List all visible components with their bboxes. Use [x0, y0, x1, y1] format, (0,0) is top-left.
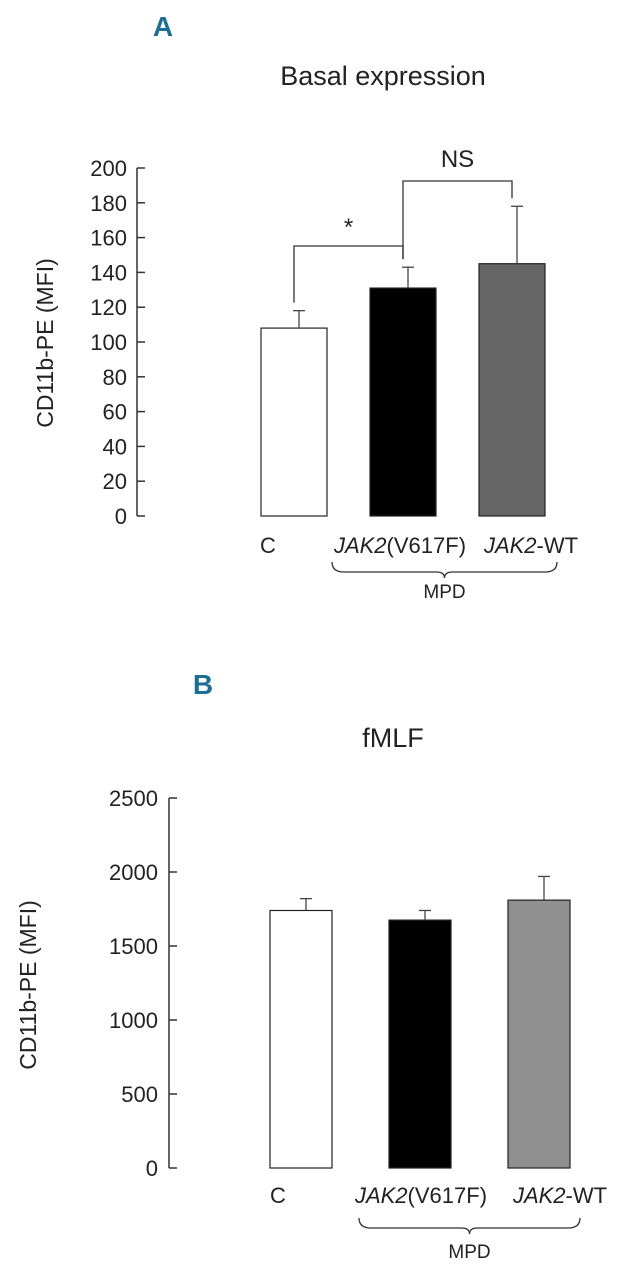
panel-a-significance-label: * — [344, 214, 353, 241]
panel-a-category-label: JAK2(V617F) — [333, 533, 466, 558]
panel-b-group-bracket: MPD — [358, 1217, 581, 1263]
panel-b-bar — [388, 919, 452, 1169]
panel-a-bar — [260, 327, 328, 517]
panel-b-y-tick-label: 0 — [146, 1156, 158, 1181]
panel-b-y-tick-label: 2000 — [109, 860, 158, 885]
panel-b-category-label: JAK2-WT — [512, 1183, 607, 1208]
panel-a-group-label: MPD — [423, 582, 465, 603]
panel-b-bar — [269, 909, 333, 1169]
panel-b-y-tick-label: 500 — [121, 1082, 158, 1107]
panel-a-bar — [369, 287, 437, 517]
panel-b-y-tick-label: 1000 — [109, 1008, 158, 1033]
panel-a: A Basal expression CD11b-PE (MFI) 0 20 40 6… — [32, 11, 578, 603]
panel-a-category-label: C — [260, 533, 276, 558]
panel-a-y-tick-label: 200 — [90, 156, 127, 181]
panel-a-category-label: JAK2-WT — [483, 533, 578, 558]
panel-a-y-tick-label: 160 — [90, 226, 127, 251]
panel-a-significance-bracket — [402, 180, 513, 260]
panel-a-y-tick-label: 40 — [103, 434, 127, 459]
panel-b-category-label: JAK2(V617F) — [354, 1183, 487, 1208]
panel-b-category-text: (V617F) — [408, 1183, 487, 1208]
panel-a-y-tick-label: 20 — [103, 469, 127, 494]
panel-a-bar — [478, 263, 546, 517]
panel-a-category-text: -WT — [537, 533, 579, 558]
panel-b-category-italic: JAK2 — [354, 1183, 408, 1208]
panel-b: B fMLF CD11b-PE (MFI) 0 500 1000 1500 2000 25… — [15, 669, 607, 1263]
panel-b-group-label: MPD — [448, 1242, 490, 1263]
panel-a-y-axis-label: CD11b-PE (MFI) — [32, 258, 58, 428]
panel-a-group-bracket: MPD — [331, 561, 558, 603]
panel-a-letter: A — [153, 11, 173, 42]
panel-a-y-axis: 0 20 40 60 80 100 120 140 160 180 200 — [90, 156, 145, 529]
panel-a-y-tick-label: 180 — [90, 191, 127, 216]
panel-a-y-tick-label: 100 — [90, 330, 127, 355]
panel-b-bar — [507, 899, 571, 1169]
panel-a-category-italic: JAK2 — [483, 533, 537, 558]
panel-a-category-labels: C JAK2(V617F) JAK2-WT — [260, 533, 578, 558]
panel-b-y-tick-label: 2500 — [109, 786, 158, 811]
panel-a-category-text: C — [260, 533, 276, 558]
panel-b-title: fMLF — [362, 723, 424, 753]
panel-b-category-text: -WT — [566, 1183, 608, 1208]
panel-b-category-italic: JAK2 — [512, 1183, 566, 1208]
panel-b-category-text: C — [270, 1183, 286, 1208]
panel-a-significance-label: NS — [441, 146, 474, 173]
panel-b-category-labels: C JAK2(V617F) JAK2-WT — [270, 1183, 607, 1208]
panel-b-group-bracket-line — [358, 1217, 581, 1235]
panel-b-category-label: C — [270, 1183, 286, 1208]
panel-a-y-tick-label: 60 — [103, 400, 127, 425]
panel-a-category-text: (V617F) — [387, 533, 466, 558]
panel-a-y-tick-label: 0 — [115, 504, 127, 529]
panel-a-y-tick-label: 80 — [103, 365, 127, 390]
panel-b-bars — [269, 875, 571, 1169]
panel-a-title: Basal expression — [280, 61, 486, 91]
panel-a-y-tick-label: 140 — [90, 260, 127, 285]
panel-a-group-bracket-line — [331, 561, 558, 579]
panel-b-letter: B — [193, 669, 213, 700]
panel-a-significance: * NS — [293, 146, 513, 303]
panel-b-y-axis: 0 500 1000 1500 2000 2500 — [109, 786, 177, 1181]
panel-a-bars — [260, 205, 546, 517]
panel-b-y-tick-label: 1500 — [109, 934, 158, 959]
panel-a-y-tick-label: 120 — [90, 295, 127, 320]
panel-b-y-axis-label: CD11b-PE (MFI) — [15, 900, 41, 1070]
panel-a-category-italic: JAK2 — [333, 533, 387, 558]
